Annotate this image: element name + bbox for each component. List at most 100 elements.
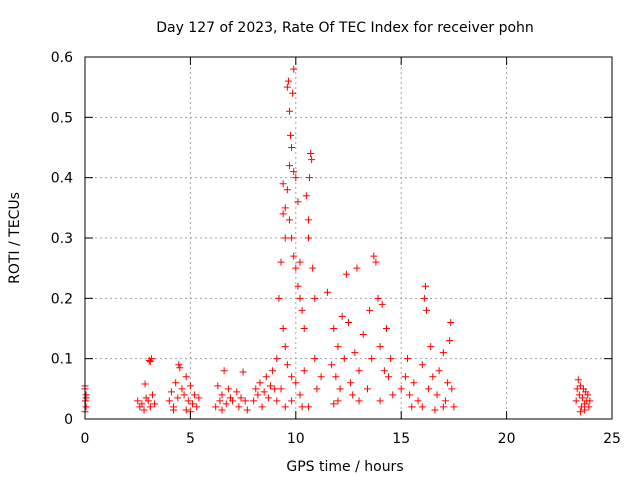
data-point [302, 192, 310, 200]
data-point [82, 394, 90, 402]
data-point [401, 373, 409, 381]
data-point [441, 397, 449, 405]
data-point [292, 379, 300, 387]
data-point [328, 361, 336, 369]
data-point [439, 403, 447, 411]
chart-title: Day 127 of 2023, Rate Of TEC Index for r… [156, 20, 534, 36]
y-tick-label: 0.1 [51, 352, 73, 368]
data-point [342, 270, 350, 278]
data-point [427, 343, 435, 351]
data-point [174, 394, 182, 402]
data-point [363, 385, 371, 393]
data-point [414, 397, 422, 405]
data-point [267, 382, 275, 390]
data-point [235, 403, 243, 411]
data-point [296, 391, 304, 399]
data-point [165, 397, 173, 405]
data-point [292, 264, 300, 272]
data-point [285, 107, 293, 115]
data-point [186, 382, 194, 390]
data-point [283, 361, 291, 369]
data-point [191, 391, 199, 399]
data-point [176, 364, 184, 372]
x-tick-label: 5 [186, 431, 195, 447]
data-point [229, 397, 237, 405]
data-point [368, 355, 376, 363]
data-point [277, 385, 285, 393]
data-point [148, 391, 156, 399]
data-point [575, 391, 583, 399]
data-point [306, 174, 314, 182]
data-point [285, 216, 293, 224]
data-point [233, 388, 241, 396]
data-point [294, 198, 302, 206]
data-point [410, 379, 418, 387]
data-point [323, 288, 331, 296]
data-point [581, 406, 589, 414]
data-point [193, 403, 201, 411]
data-point [224, 385, 232, 393]
data-point [418, 403, 426, 411]
data-point [408, 403, 416, 411]
data-point [212, 403, 220, 411]
data-point [389, 391, 397, 399]
x-tick-label: 20 [498, 431, 516, 447]
data-point [586, 397, 594, 405]
data-point [347, 379, 355, 387]
data-point [283, 83, 291, 91]
data-point [404, 355, 412, 363]
data-point [585, 403, 593, 411]
data-point [406, 391, 414, 399]
data-point [138, 400, 146, 408]
data-point [421, 282, 429, 290]
data-point [435, 367, 443, 375]
data-point [172, 379, 180, 387]
data-point [290, 252, 298, 260]
data-point [271, 385, 279, 393]
data-point [264, 394, 272, 402]
data-point [444, 379, 452, 387]
data-point [374, 294, 382, 302]
data-point [433, 391, 441, 399]
x-axis-label: GPS time / hours [286, 459, 403, 475]
data-point [584, 391, 592, 399]
y-tick-label: 0.5 [51, 110, 73, 126]
data-point [281, 403, 289, 411]
data-point [275, 294, 283, 302]
data-point [422, 306, 430, 314]
data-point [349, 391, 357, 399]
y-tick-label: 0.3 [51, 231, 73, 247]
data-point [376, 397, 384, 405]
data-point [446, 337, 454, 345]
y-tick-label: 0.6 [51, 50, 73, 66]
data-point [288, 234, 296, 242]
data-point [298, 403, 306, 411]
data-point [258, 403, 266, 411]
data-point [317, 373, 325, 381]
data-point [289, 89, 297, 97]
data-point [330, 400, 338, 408]
data-point [330, 325, 338, 332]
data-point [284, 77, 292, 85]
data-point [218, 406, 226, 414]
data-point [311, 355, 319, 363]
data-point [182, 406, 190, 414]
data-point [281, 343, 289, 351]
data-point [279, 180, 287, 188]
data-point [340, 355, 348, 363]
data-point [431, 406, 439, 414]
data-point [175, 361, 183, 369]
data-point [313, 385, 321, 393]
data-point [334, 397, 342, 405]
data-point [182, 373, 190, 381]
data-point [296, 294, 304, 302]
data-point [281, 204, 289, 212]
axis-ticks: 0 5 10 15 20 25 0 0.1 0.2 0.3 0.4 0.5 0.6 [51, 50, 621, 447]
data-point [450, 403, 458, 411]
data-point [288, 397, 296, 405]
data-point [307, 150, 315, 158]
data-point [308, 156, 316, 164]
y-tick-label: 0.4 [51, 171, 73, 187]
data-point [355, 397, 363, 405]
